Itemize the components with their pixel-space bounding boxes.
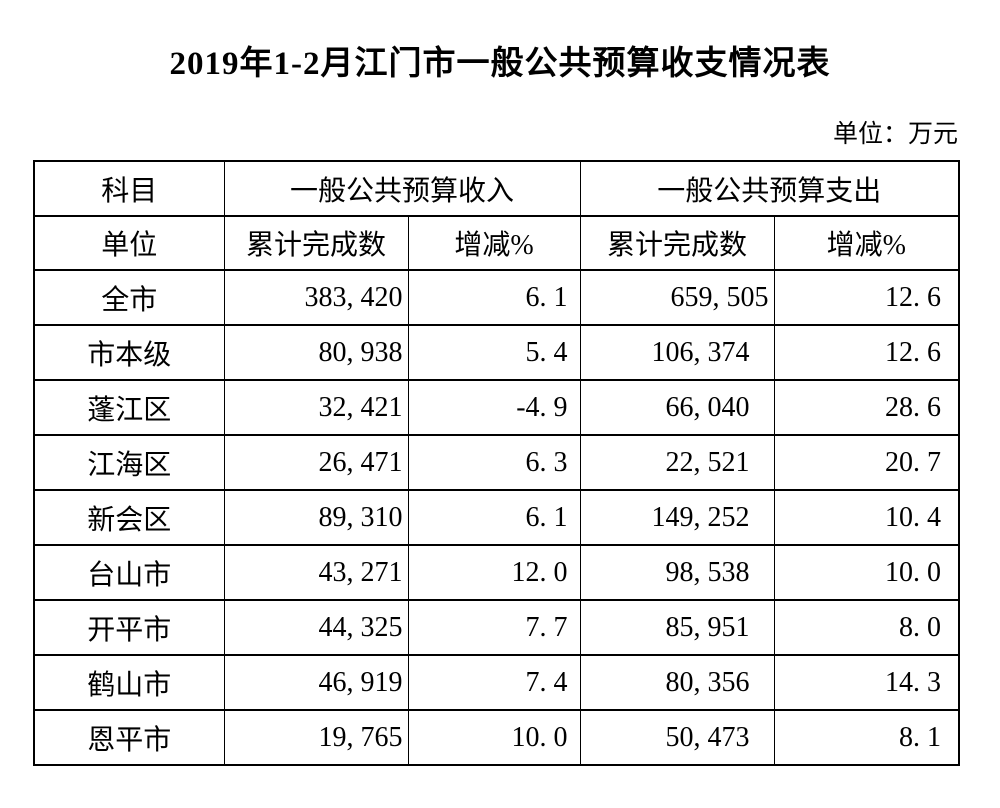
- table-row: 恩平市 19, 765 10. 0 50, 473 8. 1: [33, 709, 960, 766]
- income-change-cell: 6. 3: [407, 434, 581, 491]
- region-cell: 蓬江区: [33, 379, 225, 436]
- expense-amount-cell: 149, 252: [579, 489, 775, 546]
- income-amount-cell: 44, 325: [223, 599, 409, 656]
- expense-change-cell: 28. 6: [773, 379, 960, 436]
- expense-change-cell: 8. 0: [773, 599, 960, 656]
- unit-note: 单位：万元: [832, 121, 958, 148]
- expense-amount-cell: 85, 951: [579, 599, 775, 656]
- header-row-columns: 单位 累计完成数 增减% 累计完成数 增减%: [33, 215, 960, 271]
- expense-amount-cell: 50, 473: [579, 709, 775, 766]
- expense-amount-cell: 66, 040: [579, 379, 775, 436]
- income-change-cell: 7. 7: [407, 599, 581, 656]
- header-row-groups: 科目 一般公共预算收入 一般公共预算支出: [33, 160, 960, 217]
- income-change-cell: 6. 1: [407, 489, 581, 546]
- expense-amount-cell: 22, 521: [579, 434, 775, 491]
- expense-change-cell: 12. 6: [773, 269, 960, 326]
- income-amount-cell: 89, 310: [223, 489, 409, 546]
- expense-amount-cell: 659, 505: [579, 269, 775, 326]
- income-change-cell: 6. 1: [407, 269, 581, 326]
- header-subject: 科目: [33, 160, 225, 217]
- income-amount-cell: 383, 420: [223, 269, 409, 326]
- expense-change-cell: 20. 7: [773, 434, 960, 491]
- region-cell: 台山市: [33, 544, 225, 601]
- table-header: 科目 一般公共预算收入 一般公共预算支出 单位 累计完成数 增减% 累计完成数 …: [33, 160, 960, 271]
- budget-table: 科目 一般公共预算收入 一般公共预算支出 单位 累计完成数 增减% 累计完成数 …: [33, 160, 961, 766]
- header-expense-group: 一般公共预算支出: [579, 160, 960, 217]
- table-body: 全市 383, 420 6. 1 659, 505 12. 6 市本级 80, 938 5. …: [33, 269, 960, 766]
- table-row: 台山市 43, 271 12. 0 98, 538 10. 0: [33, 544, 960, 601]
- region-cell: 江海区: [33, 434, 225, 491]
- income-amount-cell: 46, 919: [223, 654, 409, 711]
- income-amount-cell: 26, 471: [223, 434, 409, 491]
- table-row: 开平市 44, 325 7. 7 85, 951 8. 0: [33, 599, 960, 656]
- region-cell: 新会区: [33, 489, 225, 546]
- table-row: 新会区 89, 310 6. 1 149, 252 10. 4: [33, 489, 960, 546]
- page-title: 2019年1-2月江门市一般公共预算收支情况表: [169, 46, 831, 82]
- income-change-cell: 7. 4: [407, 654, 581, 711]
- header-expense-cumulative: 累计完成数: [579, 215, 775, 271]
- region-cell: 恩平市: [33, 709, 225, 766]
- expense-change-cell: 10. 0: [773, 544, 960, 601]
- expense-change-cell: 10. 4: [773, 489, 960, 546]
- table-row: 鹤山市 46, 919 7. 4 80, 356 14. 3: [33, 654, 960, 711]
- region-cell: 鹤山市: [33, 654, 225, 711]
- region-cell: 全市: [33, 269, 225, 326]
- income-change-cell: -4. 9: [407, 379, 581, 436]
- income-amount-cell: 19, 765: [223, 709, 409, 766]
- header-unit: 单位: [33, 215, 225, 271]
- expense-amount-cell: 80, 356: [579, 654, 775, 711]
- region-cell: 开平市: [33, 599, 225, 656]
- table-row: 江海区 26, 471 6. 3 22, 521 20. 7: [33, 434, 960, 491]
- income-amount-cell: 43, 271: [223, 544, 409, 601]
- table-row: 蓬江区 32, 421 -4. 9 66, 040 28. 6: [33, 379, 960, 436]
- header-expense-change: 增减%: [773, 215, 960, 271]
- income-change-cell: 10. 0: [407, 709, 581, 766]
- table-row: 市本级 80, 938 5. 4 106, 374 12. 6: [33, 324, 960, 381]
- table-row: 全市 383, 420 6. 1 659, 505 12. 6: [33, 269, 960, 326]
- income-amount-cell: 32, 421: [223, 379, 409, 436]
- income-amount-cell: 80, 938: [223, 324, 409, 381]
- expense-change-cell: 8. 1: [773, 709, 960, 766]
- header-income-change: 增减%: [407, 215, 581, 271]
- expense-change-cell: 14. 3: [773, 654, 960, 711]
- expense-amount-cell: 98, 538: [579, 544, 775, 601]
- region-cell: 市本级: [33, 324, 225, 381]
- income-change-cell: 12. 0: [407, 544, 581, 601]
- expense-change-cell: 12. 6: [773, 324, 960, 381]
- income-change-cell: 5. 4: [407, 324, 581, 381]
- header-income-cumulative: 累计完成数: [223, 215, 409, 271]
- header-income-group: 一般公共预算收入: [223, 160, 581, 217]
- expense-amount-cell: 106, 374: [579, 324, 775, 381]
